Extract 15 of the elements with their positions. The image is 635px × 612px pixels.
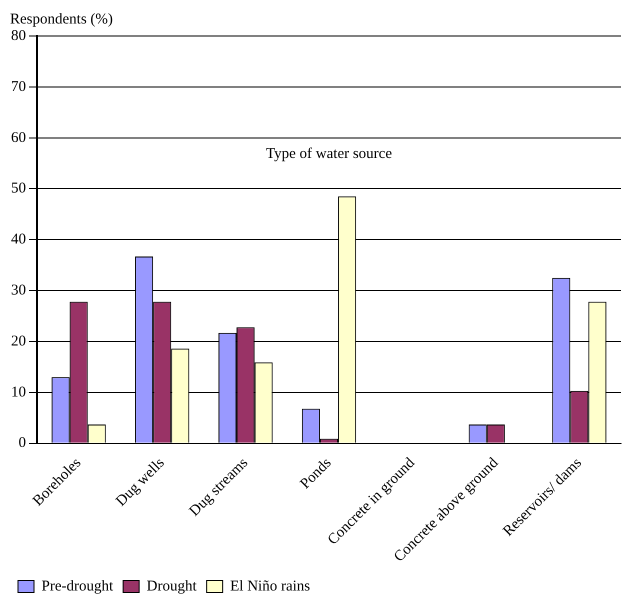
legend-label: Pre-drought xyxy=(42,578,114,594)
y-tick-label: 60 xyxy=(11,130,26,146)
y-tick-label: 80 xyxy=(11,28,26,44)
legend-label: Drought xyxy=(146,578,198,594)
y-tick-label: 20 xyxy=(11,333,26,350)
y-tick-label: 50 xyxy=(11,180,26,197)
y-tick-label: 10 xyxy=(11,384,26,400)
y-axis-title: Respondents (%) xyxy=(10,11,113,28)
y-tick-label: 40 xyxy=(11,232,26,248)
y-tick-label: 70 xyxy=(11,78,26,95)
x-tick-label: Dug wells xyxy=(113,454,168,510)
y-tick-label: 0 xyxy=(18,435,26,452)
legend-label: El Niño rains xyxy=(230,578,310,594)
annotation: Type of water source xyxy=(266,146,392,162)
y-tick-label: 30 xyxy=(11,282,26,299)
